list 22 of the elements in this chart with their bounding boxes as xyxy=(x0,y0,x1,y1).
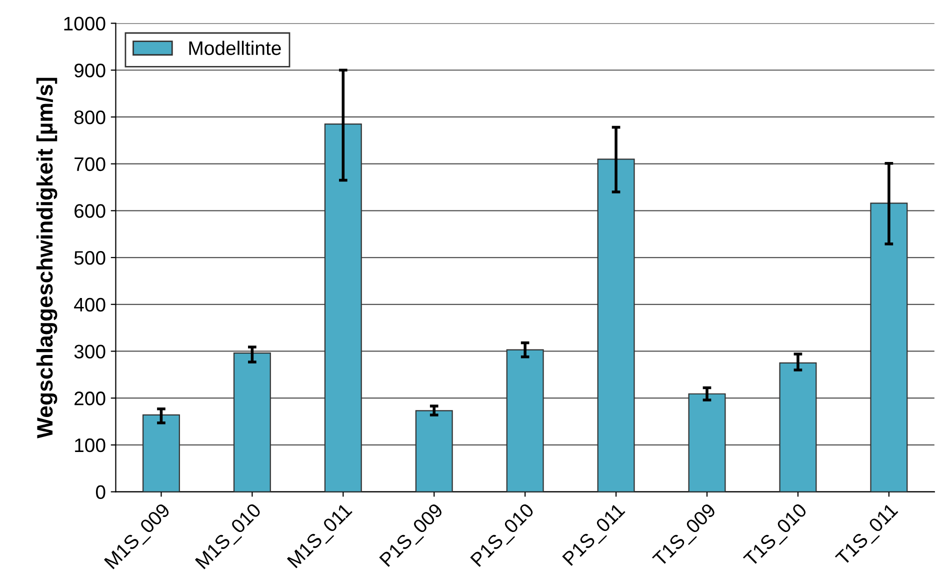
bar xyxy=(597,158,635,492)
bar xyxy=(324,123,362,492)
legend-label: Modelltinte xyxy=(189,40,281,56)
bar xyxy=(233,352,271,492)
bar xyxy=(142,414,180,492)
y-tick-label: 800 xyxy=(74,110,106,124)
y-tick-label: 500 xyxy=(74,251,106,265)
y-tick-label: 600 xyxy=(74,204,106,218)
y-tick-label: 700 xyxy=(74,157,106,172)
bar xyxy=(779,362,817,492)
bar xyxy=(506,349,544,492)
y-tick-label: 400 xyxy=(74,298,106,312)
bar xyxy=(688,393,726,492)
y-axis-title: Wegschlaggeschwindigkeit [µm/s] xyxy=(36,78,58,438)
y-tick-label: 900 xyxy=(74,64,106,78)
bar xyxy=(415,410,453,492)
y-tick-label: 200 xyxy=(74,392,106,406)
bar xyxy=(870,202,908,492)
y-tick-label: 1000 xyxy=(64,16,106,31)
y-tick-label: 0 xyxy=(96,485,106,500)
y-tick-label: 100 xyxy=(75,438,106,452)
y-tick-label: 300 xyxy=(74,344,106,358)
